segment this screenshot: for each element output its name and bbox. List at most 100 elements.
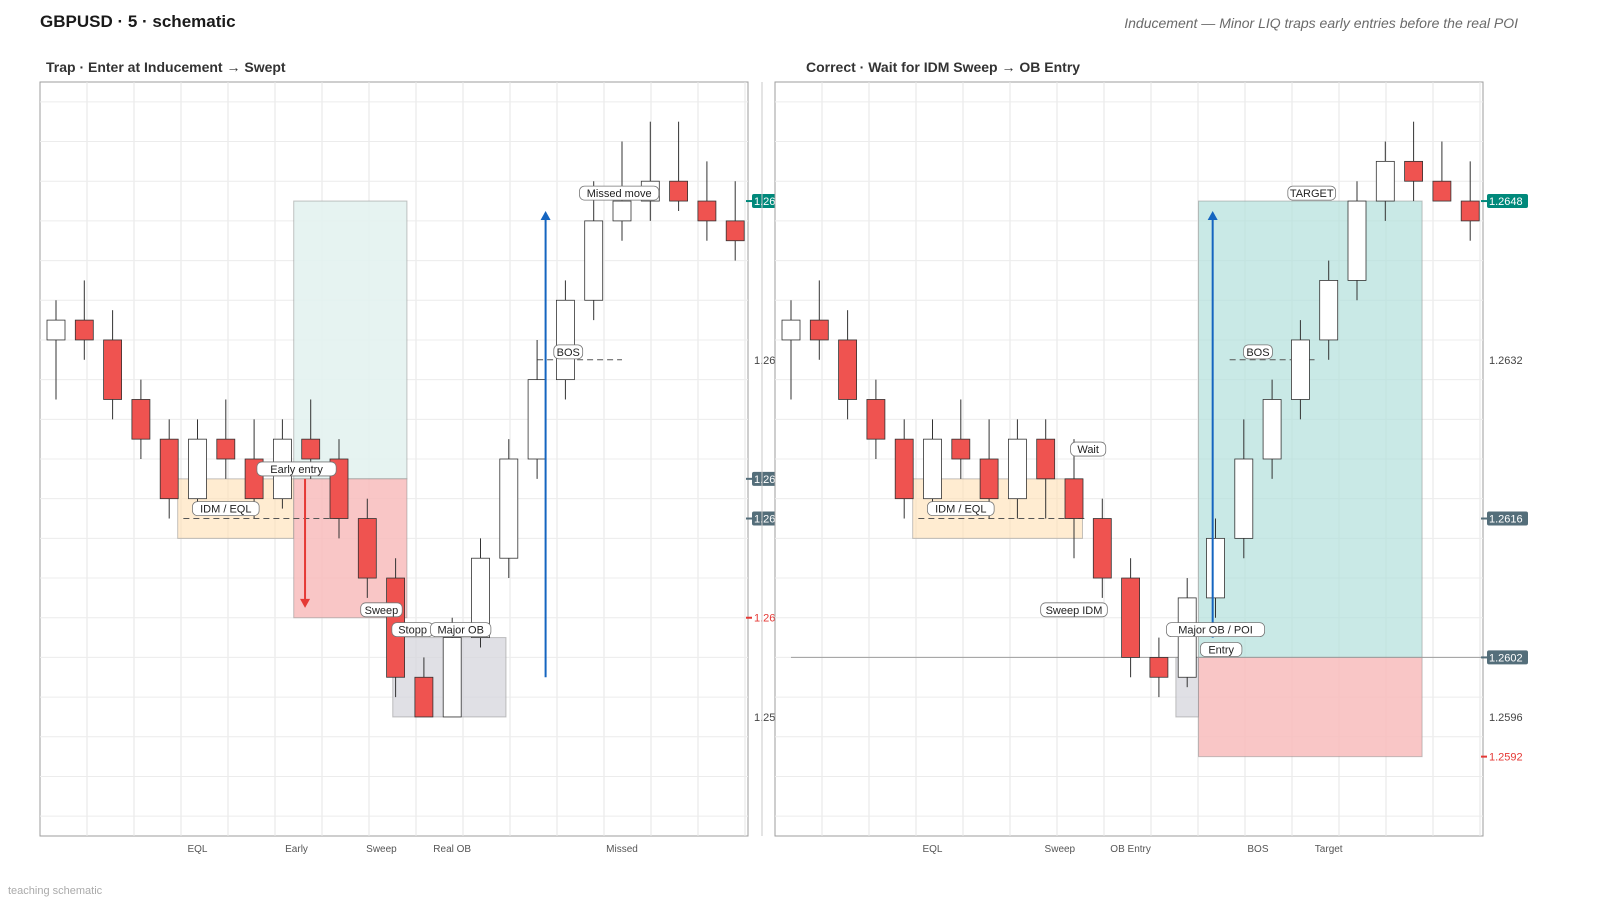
price-tag-label: 1.2616 [1489,514,1523,526]
candle [46,300,66,400]
annotation-text: Major OB [437,625,483,637]
candle [781,300,801,400]
annotation-box [579,185,660,201]
candle [1064,439,1084,559]
candle [527,339,547,479]
candle-body-bear [951,438,971,460]
annotation-label: IDM / EQL [927,501,995,517]
annotation-box [1287,185,1337,201]
candle-body-bear [725,220,745,242]
page-title: GBPUSD · 5 · schematic [40,12,236,31]
candle-body-bear [357,518,377,579]
candle-body-bull [46,319,66,341]
candle [1121,558,1140,678]
candle-body-bear [697,200,717,222]
candle-body-bull [556,299,575,381]
annotation-label: Sweep [360,602,403,618]
annotation-box [1243,344,1273,360]
annotation-text: BOS [557,347,580,359]
annotation-text: Sweep [365,605,399,617]
candle-body-bull [1177,597,1197,678]
zone-target [293,200,408,480]
annotation-text: Entry [1208,644,1234,656]
candle [414,657,434,718]
price-tag-bg [1487,511,1528,526]
arrow-up [540,210,551,678]
price-tag: 1.2616 [1481,511,1528,526]
candle [809,280,829,360]
candle-body-bull [1008,438,1027,500]
candle-body-bear [1432,180,1452,202]
candle-body-bull [442,637,462,718]
annotation-box [1040,602,1108,618]
candle-body-bull [584,220,604,301]
annotation-label: IDM / EQL [192,501,260,517]
zone-target [1198,200,1423,658]
candle [669,121,688,211]
candle [1036,419,1056,519]
candle-body-bull [1206,537,1225,599]
annotation-label: Missed move [579,185,660,201]
candle [838,310,857,420]
annotation-label: Stopp [391,622,434,638]
annotation-text: TARGET [1290,188,1334,200]
candle [188,419,207,509]
annotation-label: Major OB [430,622,492,638]
candle-body-bull [188,438,207,500]
arrow-head [540,210,551,220]
annotation-text: Wait [1077,444,1099,456]
annotation-label: Sweep IDM [1040,602,1108,618]
annotation-text: IDM / EQL [200,504,251,516]
annotation-box [1166,622,1266,638]
candle-body-bear [1064,478,1084,519]
x-tick-label: EQL [922,844,942,855]
annotation-box [553,344,584,360]
price-tag-label: 1.2648 [1489,196,1523,208]
candle [1177,578,1197,688]
candle [584,181,604,321]
annotation-text: BOS [1246,347,1269,359]
candle [1092,498,1112,598]
candle [74,280,94,360]
candle [1347,181,1367,301]
x-tick-label: Missed [606,844,638,855]
candle [1460,161,1480,241]
candle [1375,141,1395,221]
candle-body-bull [1234,458,1254,539]
candle-body-bear [1149,657,1169,678]
annotation-box [927,501,995,517]
candle [894,419,914,519]
candle [471,538,490,648]
candle-body-bear [894,438,914,500]
candle [1432,141,1452,202]
candle [1149,637,1169,698]
candle-body-bull [612,200,632,222]
candle [1319,260,1339,360]
candle [499,439,519,579]
x-tick-label: Sweep [366,844,397,855]
candle [1206,518,1225,618]
candle-body-bear [809,319,829,341]
candle-body-bull [471,557,490,638]
candle-body-bear [838,339,857,400]
annotation-label: Early entry [256,461,337,477]
candle-body-bear [866,399,886,440]
panel-left-title: Trap · Enter at Inducement → Swept [46,59,286,75]
price-tag: 1.2592 [1481,752,1523,764]
x-tick-label: Target [1315,844,1343,855]
price-tag-bg [1487,650,1528,665]
arrow-down [300,478,311,608]
candle-body-bull [1347,200,1367,281]
candle-body-bear [74,319,94,341]
candle [697,161,717,241]
candle-body-bear [1460,200,1480,222]
footer-note: teaching schematic [8,885,103,897]
page-subtitle: Inducement — Minor LIQ traps early entri… [1124,15,1518,31]
arrow-up [1207,210,1218,638]
x-tick-label: Real OB [433,844,471,855]
annotation-label: Entry [1200,642,1243,657]
candle-body-bear [1121,577,1140,658]
candle-body-bull [527,379,547,460]
zone-stop [1198,656,1423,758]
